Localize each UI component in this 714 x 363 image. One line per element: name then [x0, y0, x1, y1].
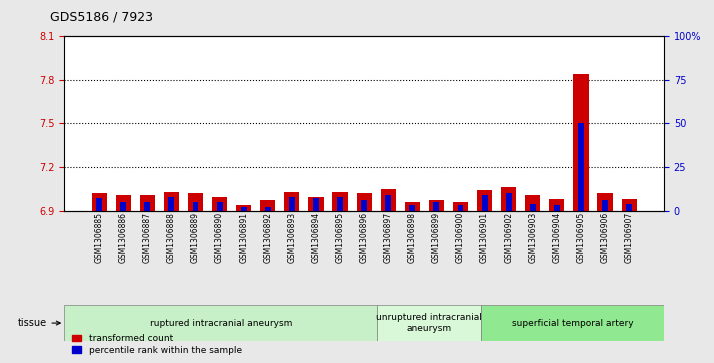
FancyBboxPatch shape [64, 305, 377, 341]
Bar [501, 187, 516, 211]
Bar [313, 198, 319, 211]
Bar [169, 197, 174, 211]
Bar [386, 195, 391, 211]
Text: tissue: tissue [17, 318, 60, 328]
Bar [361, 200, 367, 211]
Text: GDS5186 / 7923: GDS5186 / 7923 [50, 11, 153, 24]
Bar [530, 204, 536, 211]
Bar [453, 202, 468, 211]
Bar [337, 197, 343, 211]
FancyBboxPatch shape [377, 305, 481, 341]
Bar [622, 199, 637, 211]
FancyBboxPatch shape [481, 305, 664, 341]
Bar [598, 193, 613, 211]
Bar [91, 193, 106, 211]
Bar [477, 190, 492, 211]
Bar [96, 198, 102, 211]
Bar [554, 205, 560, 211]
Legend: transformed count, percentile rank within the sample: transformed count, percentile rank withi… [69, 331, 246, 359]
Bar [405, 202, 420, 211]
Bar [144, 202, 150, 211]
Bar [573, 74, 588, 211]
Bar [284, 192, 299, 211]
Text: ruptured intracranial aneurysm: ruptured intracranial aneurysm [149, 319, 292, 327]
Bar [236, 205, 251, 211]
Bar [193, 202, 198, 211]
Bar [458, 205, 463, 211]
Bar [216, 202, 223, 211]
Bar [116, 195, 131, 211]
Bar [602, 200, 608, 211]
Bar [506, 193, 512, 211]
Bar [188, 193, 203, 211]
Bar [429, 200, 444, 211]
Bar [265, 207, 271, 211]
Bar [409, 205, 416, 211]
Bar [289, 197, 295, 211]
Bar [433, 202, 439, 211]
Bar [260, 200, 276, 211]
Bar [241, 207, 246, 211]
Bar [164, 192, 179, 211]
Bar [120, 202, 126, 211]
Bar [333, 192, 348, 211]
Bar [482, 195, 488, 211]
Bar [140, 195, 155, 211]
Text: unruptured intracranial
aneurysm: unruptured intracranial aneurysm [376, 313, 482, 333]
Bar [526, 195, 540, 211]
Bar [381, 189, 396, 211]
Bar [356, 193, 372, 211]
Bar [308, 197, 323, 211]
Bar [212, 197, 227, 211]
Bar [578, 123, 584, 211]
Bar [626, 204, 632, 211]
Text: superficial temporal artery: superficial temporal artery [512, 319, 633, 327]
Bar [549, 199, 565, 211]
